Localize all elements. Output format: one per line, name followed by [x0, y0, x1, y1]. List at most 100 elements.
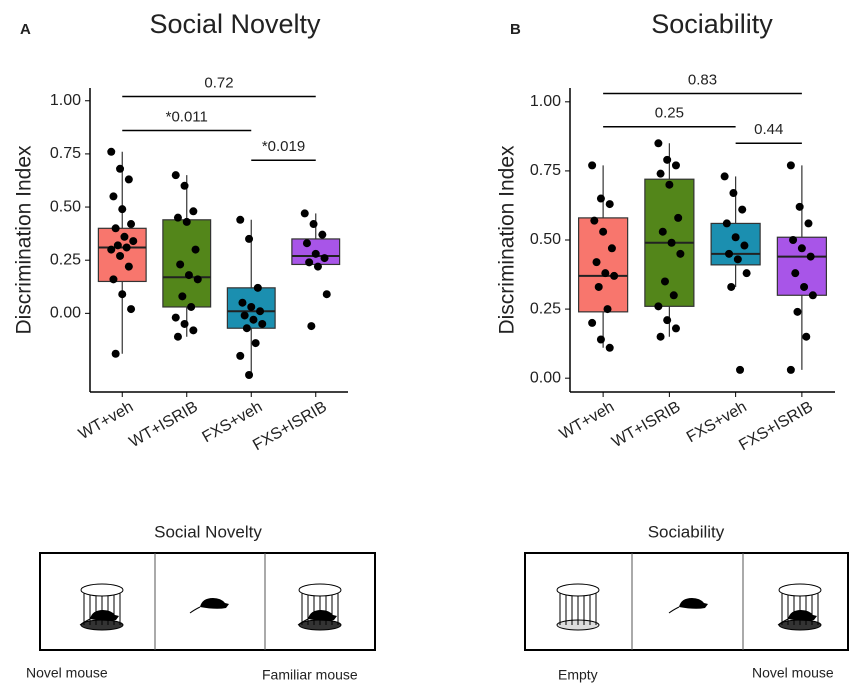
point — [671, 161, 680, 170]
point — [720, 172, 729, 181]
point — [663, 316, 672, 325]
point — [804, 219, 813, 228]
y-axis-label: Discrimination Index — [13, 145, 36, 335]
point — [663, 155, 672, 164]
point — [247, 302, 256, 311]
point — [118, 205, 127, 214]
point — [669, 291, 678, 300]
x-tick-label: WT+ISRIB — [609, 398, 683, 451]
point — [588, 318, 597, 327]
p-value: 0.83 — [688, 71, 717, 88]
mouse — [679, 598, 708, 609]
point — [182, 217, 191, 226]
point — [307, 322, 316, 331]
cage — [778, 583, 822, 631]
point — [116, 251, 125, 260]
p-value: *0.019 — [262, 138, 305, 155]
cage-top — [80, 583, 124, 597]
point — [797, 244, 806, 253]
point — [795, 202, 804, 211]
cage — [298, 583, 342, 631]
mouse — [200, 598, 229, 609]
point — [671, 324, 680, 333]
point — [607, 244, 616, 253]
point — [594, 282, 603, 291]
chamber-label: Novel mouse — [752, 665, 834, 681]
point — [107, 245, 116, 254]
point — [109, 275, 118, 284]
point — [786, 365, 795, 374]
y-tick-label: 0.75 — [50, 145, 81, 162]
point — [127, 305, 136, 314]
point — [605, 343, 614, 352]
point — [129, 237, 138, 246]
point — [171, 171, 180, 180]
x-tick-label: FXS+ISRIB — [736, 398, 816, 454]
point — [302, 239, 311, 248]
mouse-tail — [189, 606, 201, 614]
mouse — [308, 610, 337, 621]
point — [738, 205, 747, 214]
mouse — [90, 610, 119, 621]
point — [599, 227, 608, 236]
point — [240, 311, 249, 320]
y-axis-label: Discrimination Index — [496, 145, 519, 335]
chamber-label: Familiar mouse — [262, 667, 358, 683]
point — [111, 349, 120, 358]
y-tick-label: 0.25 — [530, 300, 561, 317]
point — [238, 298, 247, 307]
point — [109, 192, 118, 201]
point — [596, 194, 605, 203]
point — [242, 324, 251, 333]
point — [187, 302, 196, 311]
point — [322, 290, 331, 299]
mouse-tail — [777, 618, 789, 626]
y-tick-label: 1.00 — [530, 93, 561, 110]
point — [725, 249, 734, 258]
point — [309, 220, 318, 229]
point — [800, 282, 809, 291]
box — [710, 222, 761, 266]
y-tick-label: 0.00 — [530, 369, 561, 386]
point — [122, 243, 131, 252]
point — [173, 332, 182, 341]
point — [258, 319, 267, 328]
point — [251, 339, 260, 348]
point — [305, 258, 314, 267]
point — [806, 252, 815, 261]
point — [731, 233, 740, 242]
point — [189, 207, 198, 216]
mouse-tail — [297, 618, 309, 626]
point — [654, 139, 663, 148]
point — [588, 161, 597, 170]
box — [162, 219, 212, 308]
y-tick-label: 0.50 — [50, 198, 81, 215]
point — [191, 245, 200, 254]
point — [256, 307, 265, 316]
point — [610, 271, 619, 280]
point — [654, 302, 663, 311]
chart-title: Sociability — [651, 9, 773, 39]
point — [667, 238, 676, 247]
point — [808, 291, 817, 300]
point — [786, 161, 795, 170]
point — [656, 169, 665, 178]
point — [665, 180, 674, 189]
point — [789, 236, 798, 244]
point — [189, 326, 198, 335]
point — [253, 283, 262, 292]
point — [318, 230, 327, 239]
point — [802, 332, 811, 341]
y-tick-label: 0.25 — [50, 251, 81, 268]
point — [124, 262, 133, 271]
cage — [80, 583, 124, 631]
panel-label: B — [510, 21, 521, 38]
point — [313, 262, 322, 271]
diagram-title: Sociability — [648, 522, 725, 541]
point — [173, 213, 182, 222]
point — [311, 249, 320, 258]
mouse-tail — [79, 618, 91, 626]
point — [742, 269, 751, 278]
point — [245, 234, 254, 243]
point — [113, 241, 122, 250]
